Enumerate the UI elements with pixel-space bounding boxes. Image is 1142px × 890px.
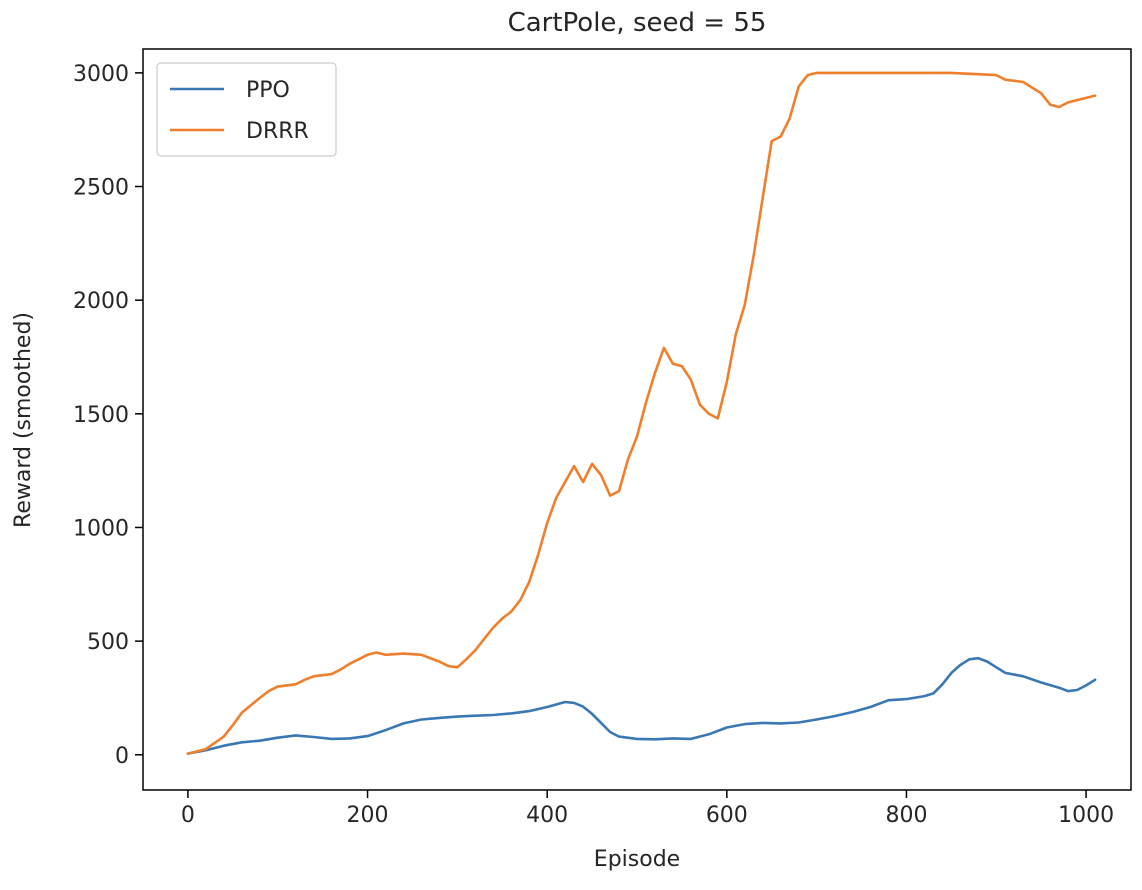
series-line-drrr xyxy=(186,71,1097,755)
legend-label-ppo: PPO xyxy=(246,78,290,103)
x-tick-label: 800 xyxy=(885,803,927,828)
x-tick-label: 400 xyxy=(526,803,568,828)
x-tick-label: 1000 xyxy=(1058,803,1114,828)
x-tick-label: 200 xyxy=(347,803,389,828)
legend-box xyxy=(156,62,337,157)
series-layer xyxy=(186,71,1097,755)
y-tick-label: 2000 xyxy=(73,289,129,314)
series-line-ppo xyxy=(186,656,1097,755)
x-tick-label: 0 xyxy=(181,803,195,828)
y-tick-label: 0 xyxy=(115,744,129,769)
legend: PPO DRRR xyxy=(156,62,337,157)
x-axis-label: Episode xyxy=(594,847,680,872)
x-axis-ticks: 0 200 400 600 800 1000 xyxy=(181,790,1114,828)
x-tick-label: 600 xyxy=(706,803,748,828)
y-axis-label: Reward (smoothed) xyxy=(11,312,36,528)
legend-items: PPO DRRR xyxy=(170,78,309,144)
y-axis-ticks: 0 500 1000 1500 2000 2500 3000 xyxy=(73,62,143,769)
legend-label-drrr: DRRR xyxy=(246,119,309,144)
y-tick-label: 1000 xyxy=(73,516,129,541)
y-tick-label: 1500 xyxy=(73,403,129,428)
y-tick-label: 2500 xyxy=(73,176,129,201)
y-tick-label: 500 xyxy=(87,630,129,655)
plot-area-frame xyxy=(142,48,1132,791)
chart-title: CartPole, seed = 55 xyxy=(508,8,767,38)
y-tick-label: 3000 xyxy=(73,62,129,87)
